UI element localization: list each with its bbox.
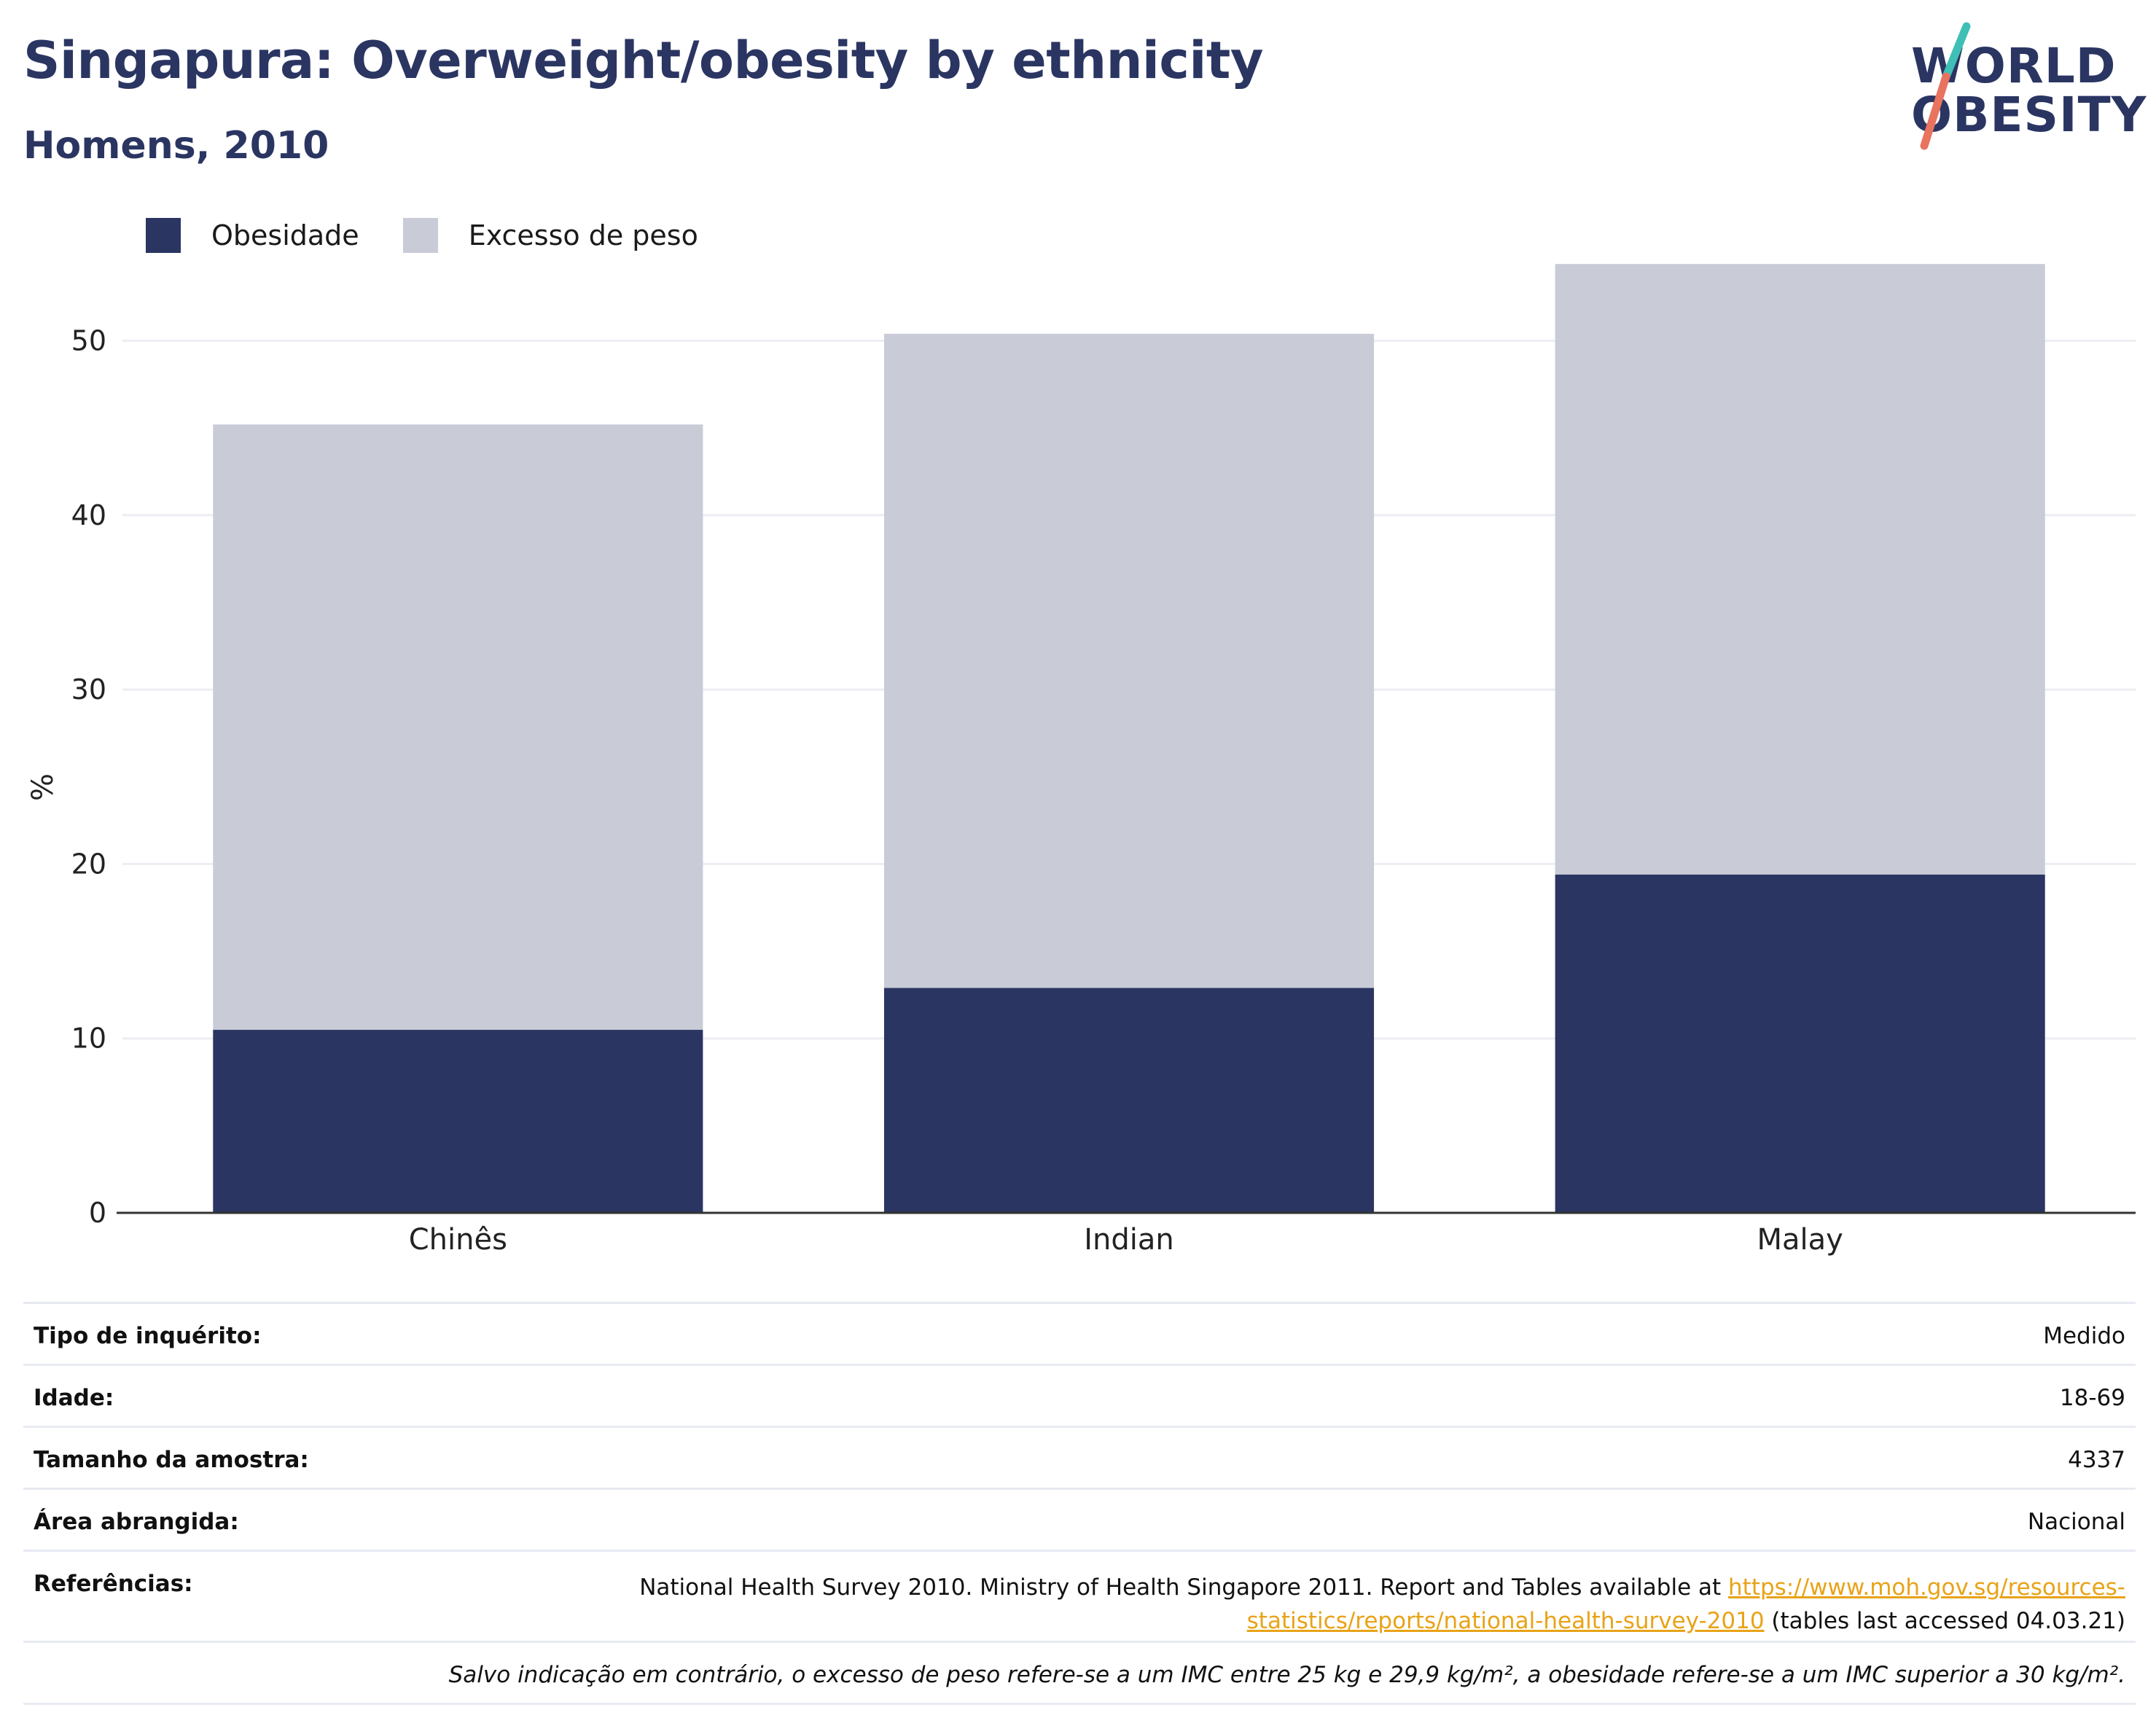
x-tick-label: Chinês bbox=[409, 1223, 507, 1257]
bar-chart: 0 10 20 30 40 50% Chinês Indian Malay bbox=[26, 264, 2136, 1257]
legend-label-obesity: Obesidade bbox=[211, 219, 359, 251]
y-tick-label: 30 bbox=[71, 673, 106, 706]
bar-obesity bbox=[883, 988, 1375, 1213]
references-text: National Health Survey 2010. Ministry of… bbox=[639, 1574, 1729, 1601]
y-tick-label: 10 bbox=[71, 1023, 106, 1055]
logo-line2: OBESITY bbox=[1911, 87, 2147, 143]
references-accessed: (tables last accessed 04.03.21) bbox=[1764, 1608, 2125, 1634]
x-tick-label: Indian bbox=[1084, 1223, 1174, 1257]
info-label: Área abrangida: bbox=[34, 1509, 239, 1535]
info-label: Idade: bbox=[34, 1385, 114, 1411]
legend-label-overweight: Excesso de peso bbox=[468, 219, 698, 251]
info-label: Tipo de inquérito: bbox=[34, 1323, 262, 1349]
y-axis-title: % bbox=[26, 773, 60, 801]
legend-item-obesity: Obesidade bbox=[146, 218, 359, 253]
y-tick-label: 0 bbox=[89, 1197, 106, 1229]
info-table: Tipo de inquérito: Medido Idade: 18-69 T… bbox=[23, 1302, 2136, 1705]
bar-overweight bbox=[883, 333, 1375, 988]
chart-title: Singapura: Overweight/obesity by ethnici… bbox=[23, 31, 1263, 90]
legend-swatch-overweight bbox=[402, 218, 438, 253]
info-row-area: Área abrangida: Nacional bbox=[23, 1488, 2136, 1550]
logo-slash-icon bbox=[1920, 22, 1971, 150]
bar-obesity bbox=[213, 1029, 703, 1213]
info-row-sample-size: Tamanho da amostra: 4337 bbox=[23, 1426, 2136, 1488]
y-tick-label: 50 bbox=[71, 325, 106, 357]
info-label: Tamanho da amostra: bbox=[34, 1447, 309, 1473]
references-label: Referências: bbox=[34, 1571, 193, 1597]
table-bottom-divider bbox=[23, 1703, 2136, 1705]
references-link[interactable]: https://www.moh.gov.sg/resources-statist… bbox=[1246, 1574, 2125, 1634]
bar-overweight bbox=[213, 424, 703, 1030]
chart-legend: Obesidade Excesso de peso bbox=[146, 217, 742, 254]
world-obesity-logo: WORLD OBESITY bbox=[1902, 22, 2146, 153]
info-value: Medido bbox=[2043, 1323, 2125, 1349]
chart-subtitle: Homens, 2010 bbox=[23, 124, 329, 168]
definition-note: Salvo indicação em contrário, o excesso … bbox=[448, 1662, 2125, 1688]
info-value: 4337 bbox=[2068, 1447, 2125, 1473]
info-value: 18-69 bbox=[2059, 1385, 2125, 1411]
references-value: National Health Survey 2010. Ministry of… bbox=[449, 1571, 2125, 1638]
y-tick-label: 40 bbox=[71, 499, 106, 531]
x-tick-label: Malay bbox=[1757, 1223, 1843, 1257]
bar-obesity bbox=[1555, 874, 2045, 1213]
info-row-note: Salvo indicação em contrário, o excesso … bbox=[23, 1641, 2136, 1703]
bar-overweight bbox=[1555, 264, 2045, 875]
info-row-references: Referências: National Health Survey 2010… bbox=[23, 1550, 2136, 1641]
info-row-age: Idade: 18-69 bbox=[23, 1364, 2136, 1426]
info-row-survey-type: Tipo de inquérito: Medido bbox=[23, 1302, 2136, 1364]
legend-item-overweight: Excesso de peso bbox=[402, 218, 698, 253]
legend-swatch-obesity bbox=[146, 218, 181, 253]
y-tick-label: 20 bbox=[71, 848, 106, 880]
info-value: Nacional bbox=[2027, 1509, 2125, 1535]
